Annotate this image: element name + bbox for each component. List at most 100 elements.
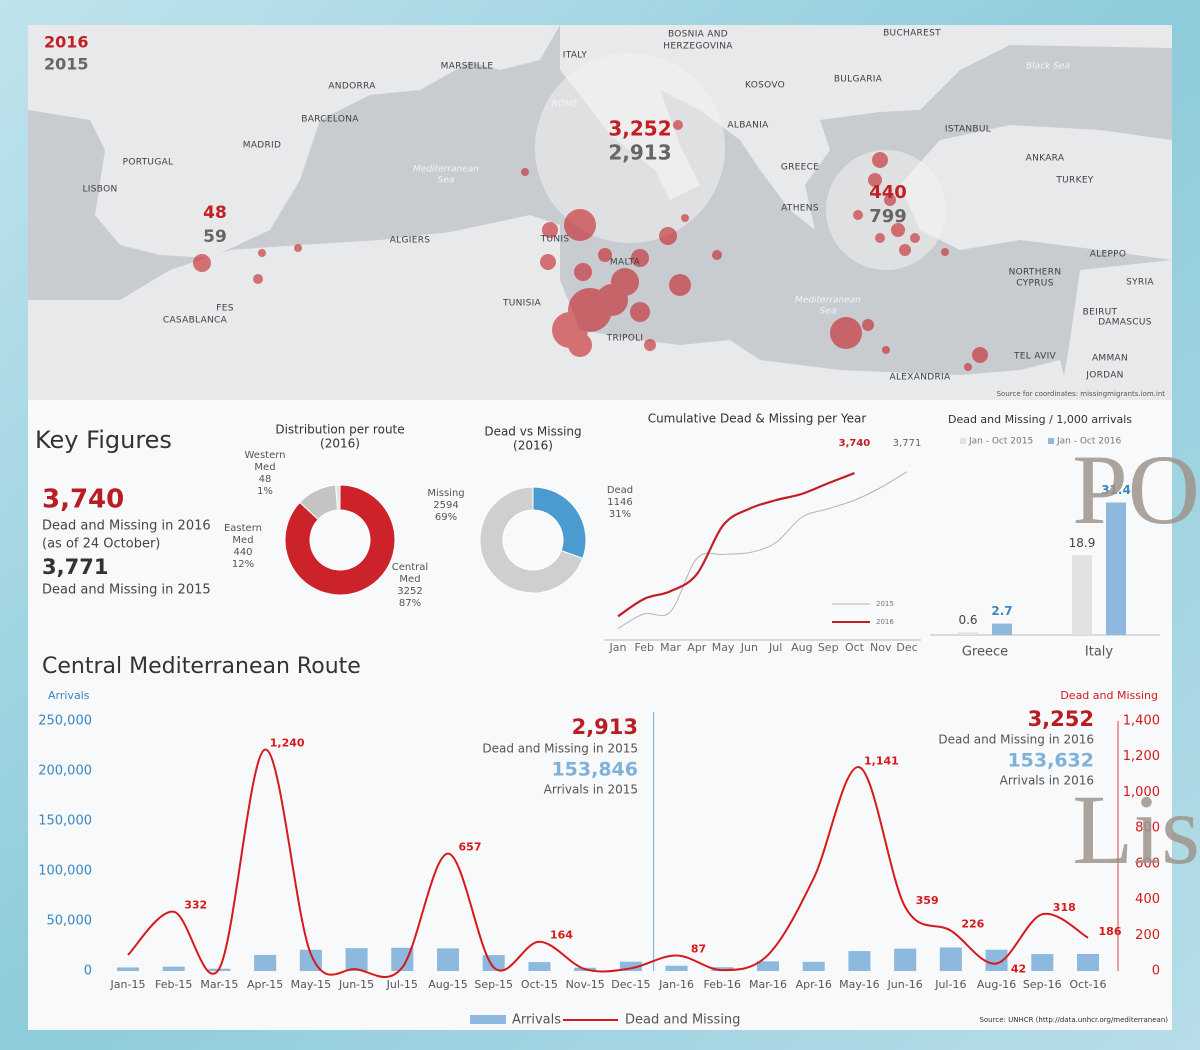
annotation: Arrivals in 2015 (544, 783, 638, 797)
y2-tick-label: 600 (1135, 856, 1160, 871)
cluster-2016: 48 (203, 203, 227, 223)
place-label: KOSOVO (745, 81, 785, 91)
x-tick-label: Oct (845, 641, 865, 654)
x-tick-label: May-15 (291, 978, 332, 991)
x-tick-label: Oct-15 (521, 978, 558, 991)
slice-label: Med (254, 462, 275, 473)
x-tick-label: Mar-16 (749, 978, 787, 991)
figure-label: Dead and Missing in 2015 (42, 583, 211, 598)
place-label: TUNIS (540, 235, 570, 245)
place-label: Mediterranean (413, 165, 479, 175)
place-label: Sea (438, 176, 455, 186)
panel (28, 400, 1172, 1030)
bar (894, 948, 917, 971)
chart-title: Distribution per route (275, 423, 404, 437)
place-label: TRIPOLI (606, 334, 644, 344)
place-label: JORDAN (1085, 371, 1123, 381)
place-label: SYRIA (1126, 278, 1154, 288)
place-label: CYPRUS (1016, 279, 1053, 289)
y-tick-label: 0 (84, 964, 92, 979)
data-label: 332 (184, 899, 207, 912)
place-label: ALEXANDRIA (890, 373, 951, 383)
key-figures: Key Figures 3,740 Dead and Missing in 20… (35, 426, 211, 598)
bar (1106, 502, 1126, 635)
cluster-circle (535, 53, 725, 243)
x-tick-label: Jan-15 (110, 978, 146, 991)
bar (162, 966, 185, 971)
y2-tick-label: 1,400 (1123, 714, 1160, 729)
y-tick-label: 200,000 (38, 764, 92, 779)
land (1060, 260, 1172, 400)
chart-subtitle: (2016) (513, 439, 553, 453)
slice-share: 69% (435, 512, 457, 523)
x-tick-label: Feb-15 (155, 978, 192, 991)
bar (254, 954, 277, 971)
x-tick-label: Jan (609, 641, 627, 654)
slice-value: 48 (259, 474, 272, 485)
figure-value: 3,771 (42, 555, 108, 579)
slice-label: Western (244, 450, 285, 461)
x-tick-label: Jul-16 (934, 978, 966, 991)
cluster-2015: 799 (869, 206, 907, 227)
x-tick-label: Oct-16 (1070, 978, 1107, 991)
x-tick-label: Mar (660, 641, 681, 654)
place-label: PORTUGAL (123, 158, 174, 168)
y-tick-label: 50,000 (47, 914, 93, 929)
place-label: LISBON (82, 185, 117, 195)
place-label: BULGARIA (834, 75, 883, 85)
annotation: 153,632 (1007, 750, 1094, 772)
donut-slice (532, 486, 587, 560)
chart-title: Central Mediterranean Route (42, 654, 361, 679)
chart-title: Dead and Missing / 1,000 arrivals (948, 413, 1132, 426)
data-label: 318 (1053, 901, 1076, 914)
source: Source: UNHCR (http://data.unhcr.org/med… (979, 1016, 1168, 1024)
line (127, 748, 1089, 979)
x-tick-label: Aug-15 (428, 978, 467, 991)
slice-value: 1146 (607, 497, 632, 508)
key-figures-title: Key Figures (35, 426, 172, 454)
map (28, 25, 1172, 400)
place-label: ATHENS (781, 204, 819, 214)
y2-tick-label: 400 (1135, 892, 1160, 907)
x-tick-label: Feb-16 (704, 978, 741, 991)
place-label: TUNISIA (502, 299, 542, 309)
y2-tick-label: 0 (1152, 964, 1160, 979)
legend-label: 2016 (876, 618, 894, 626)
x-tick-label: Feb (635, 641, 654, 654)
slice-share: 1% (257, 486, 273, 497)
bar (939, 947, 962, 971)
data-label: 31.4 (1101, 483, 1131, 497)
bar (757, 961, 779, 971)
x-tick-label: Jun-15 (338, 978, 374, 991)
data-label: 87 (691, 942, 706, 955)
line (617, 472, 855, 618)
map-labels: 2016 2015 Source for coordinates: missin… (44, 29, 1165, 399)
place-label: Mediterranean (795, 296, 861, 306)
y2-axis-title: Dead and Missing (1060, 689, 1158, 702)
figure-label: Dead and Missing in 2016 (42, 519, 211, 534)
donut-slice (284, 484, 396, 596)
y2-tick-label: 200 (1135, 928, 1160, 943)
chart-title: Cumulative Dead & Missing per Year (648, 412, 867, 426)
legend-label: Dead and Missing (625, 1013, 740, 1028)
chart-subtitle: (2016) (320, 437, 360, 451)
bar (848, 951, 871, 971)
data-label: 3,771 (893, 438, 922, 449)
bar (528, 962, 551, 971)
bar (619, 961, 642, 971)
y2-tick-label: 1,000 (1123, 785, 1160, 800)
slice-label: Missing (427, 488, 464, 499)
x-tick-label: Mar-15 (200, 978, 238, 991)
annotation: Dead and Missing in 2016 (938, 733, 1094, 747)
legend-2016: 2016 (44, 33, 89, 52)
x-tick-label: Jun (740, 641, 758, 654)
cluster-2016: 440 (869, 182, 907, 203)
bar (1077, 954, 1099, 971)
place-label: FES (216, 304, 233, 314)
map-source: Source for coordinates: missingmigrants.… (997, 390, 1166, 398)
bar (1072, 555, 1092, 635)
land (28, 215, 1070, 400)
place-label: NORTHERN (1009, 268, 1062, 278)
legend-label: 2015 (876, 600, 894, 608)
